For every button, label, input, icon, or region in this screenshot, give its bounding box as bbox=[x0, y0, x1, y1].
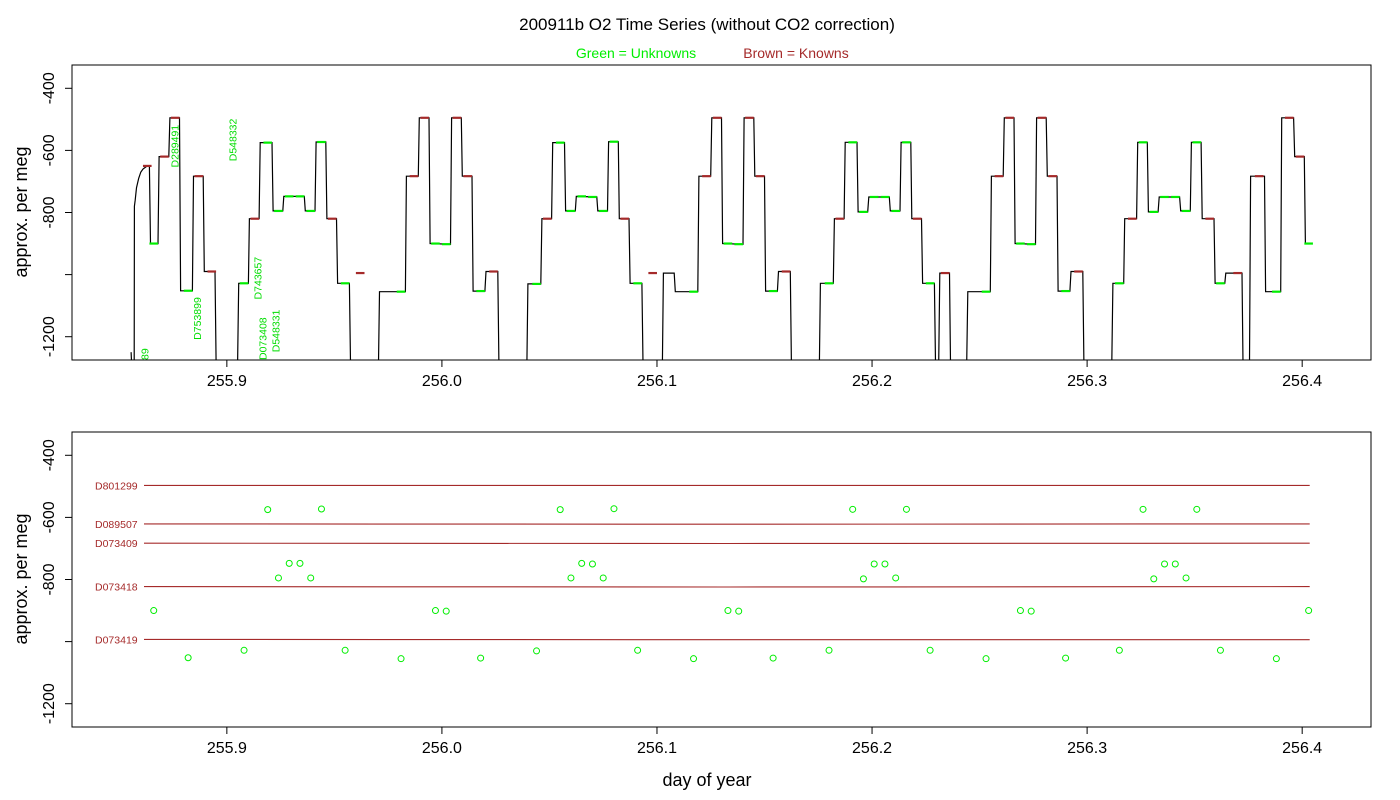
unknown-point bbox=[1115, 646, 1123, 654]
unknown-point bbox=[1062, 654, 1070, 662]
unknown-point bbox=[264, 506, 272, 514]
sample-id-label: D289491 bbox=[169, 125, 181, 168]
top-y-tick-label: -600 bbox=[41, 134, 58, 166]
bottom-axes: 255.9 256.0 256.1 256.2 256.3 256.4 -400 -600 -8… bbox=[41, 439, 1322, 757]
unknown-point bbox=[892, 574, 900, 582]
bottom-x-tick-label: 256.1 bbox=[637, 740, 677, 757]
sample-id-label: D548331 bbox=[271, 309, 283, 352]
unknown-point bbox=[1150, 575, 1158, 583]
bottom-x-tick-label: 256.0 bbox=[422, 740, 462, 757]
sample-id-label: D548332 bbox=[228, 118, 240, 161]
unknown-point bbox=[1139, 505, 1147, 513]
bottom-y-tick-label: -600 bbox=[41, 501, 58, 533]
legend-unknowns: Green = Unknowns bbox=[576, 45, 696, 61]
legend-knowns: Brown = Knowns bbox=[743, 45, 848, 61]
unknown-point bbox=[610, 505, 618, 513]
top-x-tick-label: 255.9 bbox=[207, 373, 247, 390]
unknown-point bbox=[431, 607, 439, 615]
top-marks-layer: D289491 D548332 D743657 D753899 D073408 D5483… bbox=[139, 116, 1313, 360]
reference-line-label: D073409 bbox=[95, 538, 138, 550]
top-y-tick-label: -1200 bbox=[41, 316, 58, 357]
top-x-tick-label: 256.2 bbox=[852, 373, 892, 390]
bottom-y-tick-label: -1200 bbox=[41, 683, 58, 724]
unknown-point bbox=[599, 574, 607, 582]
unknown-point bbox=[724, 607, 732, 615]
top-y-axis-label: approx. per meg bbox=[11, 146, 31, 277]
bottom-y-axis-label: approx. per meg bbox=[11, 513, 31, 644]
unknown-point bbox=[1161, 560, 1169, 568]
unknown-point bbox=[556, 506, 564, 514]
unknown-point bbox=[902, 505, 910, 513]
unknown-point bbox=[317, 505, 325, 513]
bottom-y-tick-label: -800 bbox=[41, 563, 58, 595]
unknown-point bbox=[274, 574, 282, 582]
bottom-marks-layer: D801299 D089507 D073409 D073418 D073419 bbox=[95, 480, 1313, 663]
unknown-point bbox=[735, 607, 743, 615]
unknown-point bbox=[397, 655, 405, 663]
unknown-point bbox=[870, 560, 878, 568]
unknown-point bbox=[477, 654, 485, 662]
unknown-point bbox=[442, 607, 450, 615]
unknown-point bbox=[982, 655, 990, 663]
unknown-point bbox=[240, 646, 248, 654]
top-panel-timeseries: D289491 D548332 D743657 D753899 D073408 D5483… bbox=[11, 64, 1372, 390]
reference-line-label: D089507 bbox=[95, 519, 138, 531]
top-y-tick-label: -400 bbox=[41, 72, 58, 104]
top-x-tick-label: 256.0 bbox=[422, 373, 462, 390]
sample-id-label: D743657 bbox=[252, 257, 264, 300]
unknown-point bbox=[1272, 655, 1280, 663]
unknown-point bbox=[578, 559, 586, 567]
reference-line-label: D073418 bbox=[95, 582, 138, 594]
top-x-tick-label: 256.1 bbox=[637, 373, 677, 390]
unknown-point bbox=[769, 654, 777, 662]
bottom-x-tick-label: 256.3 bbox=[1067, 740, 1107, 757]
unknown-point bbox=[184, 654, 192, 662]
chart-title: 200911b O2 Time Series (without CO2 corr… bbox=[519, 15, 895, 34]
bottom-x-tick-label: 256.4 bbox=[1282, 740, 1322, 757]
unknown-point bbox=[341, 646, 349, 654]
bottom-x-tick-label: 256.2 bbox=[852, 740, 892, 757]
unknown-point bbox=[1171, 560, 1179, 568]
unknown-point bbox=[1193, 505, 1201, 513]
unknown-point bbox=[1305, 607, 1313, 615]
unknown-point bbox=[533, 647, 541, 655]
unknown-point bbox=[859, 575, 867, 583]
unknown-point bbox=[881, 560, 889, 568]
unknown-point bbox=[588, 560, 596, 568]
unknown-point bbox=[825, 646, 833, 654]
top-y-tick-label: -800 bbox=[41, 196, 58, 228]
unknown-point bbox=[150, 607, 158, 615]
unknown-point bbox=[296, 559, 304, 567]
top-x-tick-label: 256.4 bbox=[1282, 373, 1322, 390]
unknown-point bbox=[567, 574, 575, 582]
bottom-x-axis-label: day of year bbox=[662, 770, 751, 790]
bottom-y-tick-label: -400 bbox=[41, 439, 58, 471]
sample-id-label: D753899 bbox=[192, 297, 204, 340]
unknown-point bbox=[690, 655, 698, 663]
reference-line-label: D073419 bbox=[95, 634, 138, 646]
bottom-x-tick-label: 255.9 bbox=[207, 740, 247, 757]
unknown-point bbox=[849, 505, 857, 513]
unknown-point bbox=[926, 646, 934, 654]
reference-line-label: D801299 bbox=[95, 480, 138, 492]
unknown-point bbox=[285, 559, 293, 567]
unknown-point bbox=[1182, 574, 1190, 582]
top-x-tick-label: 256.3 bbox=[1067, 373, 1107, 390]
unknown-point bbox=[307, 574, 315, 582]
unknown-point bbox=[1216, 646, 1224, 654]
sample-id-label: 89 bbox=[139, 348, 151, 360]
bottom-panel-scatter: D801299 D089507 D073409 D073418 D073419 255.… bbox=[11, 431, 1372, 790]
unknown-point bbox=[634, 646, 642, 654]
unknown-point bbox=[1016, 607, 1024, 615]
sample-id-label: D073408 bbox=[258, 317, 270, 360]
top-axes: 255.9 256.0 256.1 256.2 256.3 256.4 -400 -600 -8… bbox=[41, 72, 1322, 390]
unknown-point bbox=[1027, 607, 1035, 615]
